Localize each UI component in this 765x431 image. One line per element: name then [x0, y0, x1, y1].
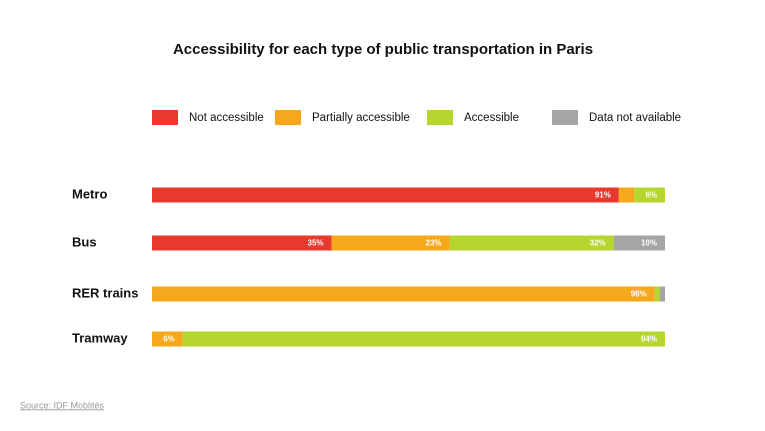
bar-segment	[654, 286, 660, 302]
bar-segment	[613, 235, 665, 251]
category-label: RER trains	[72, 285, 138, 300]
bar-segment	[331, 235, 450, 251]
legend-label: Not accessible	[189, 112, 264, 124]
bar-segment	[618, 187, 635, 203]
legend-swatch	[552, 110, 578, 125]
value-label: 98%	[631, 290, 647, 299]
legend-swatch	[275, 110, 301, 125]
category-label: Tramway	[72, 330, 128, 345]
legend-swatch	[427, 110, 453, 125]
value-label: 6%	[163, 335, 175, 344]
bar-segment	[449, 235, 614, 251]
category-label: Metro	[72, 186, 107, 201]
bar-segment	[152, 235, 332, 251]
source[interactable]: Source: IDF Moblités	[20, 400, 105, 410]
value-label: 32%	[590, 239, 606, 248]
value-label: 10%	[641, 239, 657, 248]
value-label: 94%	[641, 335, 657, 344]
value-label: 6%	[645, 191, 657, 200]
legend-label: Data not available	[589, 112, 681, 124]
legend-swatch	[152, 110, 178, 125]
category-label: Bus	[72, 234, 97, 249]
legend-label: Partially accessible	[312, 112, 410, 124]
bar-segment	[152, 187, 619, 203]
bar-segment	[152, 331, 183, 347]
bar-segment	[152, 286, 655, 302]
chart-title: Accessibility for each type of public tr…	[173, 41, 593, 58]
value-label: 91%	[595, 191, 611, 200]
legend-label: Accessible	[464, 112, 519, 124]
value-label: 23%	[426, 239, 442, 248]
bar-segment	[659, 286, 665, 302]
bar-segment	[634, 187, 665, 203]
value-label: 35%	[308, 239, 324, 248]
bar-segment	[182, 331, 665, 347]
